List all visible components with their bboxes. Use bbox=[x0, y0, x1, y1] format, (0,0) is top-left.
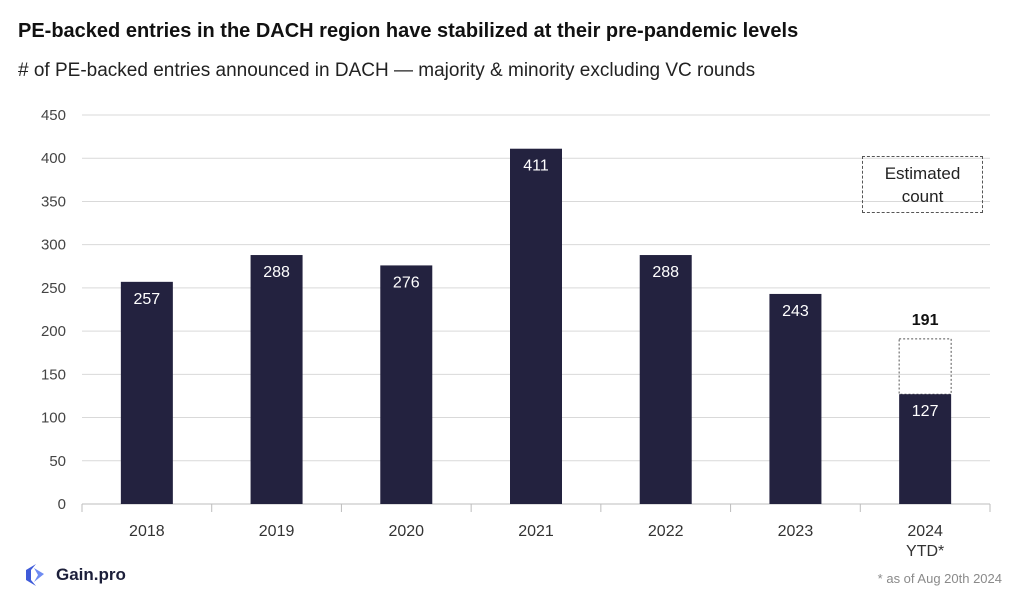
bar-value-label: 411 bbox=[523, 158, 549, 175]
legend-label-line1: Estimated bbox=[884, 164, 961, 183]
x-tick-label: 2020 bbox=[388, 523, 424, 540]
chart-subtitle: # of PE-backed entries announced in DACH… bbox=[18, 60, 756, 81]
y-tick-label: 200 bbox=[41, 323, 66, 340]
y-tick-label: 150 bbox=[41, 366, 66, 383]
x-tick-label: 2021 bbox=[518, 523, 554, 540]
bar-value-label: 288 bbox=[652, 264, 679, 281]
y-tick-label: 100 bbox=[41, 410, 66, 427]
y-tick-label: 350 bbox=[41, 193, 66, 210]
y-tick-label: 450 bbox=[41, 107, 66, 124]
footnote: * as of Aug 20th 2024 bbox=[877, 571, 1002, 586]
bar bbox=[639, 255, 692, 504]
bar bbox=[510, 148, 562, 505]
bar-value-label: 243 bbox=[782, 303, 809, 320]
estimated-value-label: 191 bbox=[912, 312, 939, 329]
chart-title: PE-backed entries in the DACH region hav… bbox=[18, 20, 799, 42]
bar-value-label: 257 bbox=[134, 291, 161, 308]
gain-pro-logo-icon bbox=[26, 564, 44, 586]
y-tick-label: 300 bbox=[41, 237, 66, 254]
y-tick-label: 0 bbox=[58, 496, 66, 513]
legend-label-line2: count bbox=[901, 187, 944, 206]
x-tick-label: YTD* bbox=[906, 543, 944, 560]
bar bbox=[899, 394, 952, 504]
bar bbox=[120, 281, 173, 504]
y-tick-label: 50 bbox=[49, 453, 66, 470]
x-tick-label: 2022 bbox=[648, 523, 684, 540]
brand-name: Gain.pro bbox=[56, 565, 126, 584]
y-tick-label: 400 bbox=[41, 150, 66, 167]
x-tick-label: 2019 bbox=[259, 523, 295, 540]
x-tick-label: 2018 bbox=[129, 523, 165, 540]
x-tick-label: 2023 bbox=[778, 523, 814, 540]
bar bbox=[250, 255, 303, 504]
bar-value-label: 127 bbox=[912, 403, 939, 420]
bar bbox=[380, 265, 433, 504]
estimated-count-legend: Estimated count bbox=[862, 156, 983, 213]
bar bbox=[769, 293, 822, 504]
bar-value-label: 288 bbox=[263, 264, 290, 281]
brand-logo: Gain.pro bbox=[22, 562, 126, 588]
estimated-bar-outline bbox=[898, 338, 952, 395]
x-tick-label: 2024 bbox=[907, 523, 943, 540]
bar-value-label: 276 bbox=[393, 274, 420, 291]
y-tick-label: 250 bbox=[41, 280, 66, 297]
